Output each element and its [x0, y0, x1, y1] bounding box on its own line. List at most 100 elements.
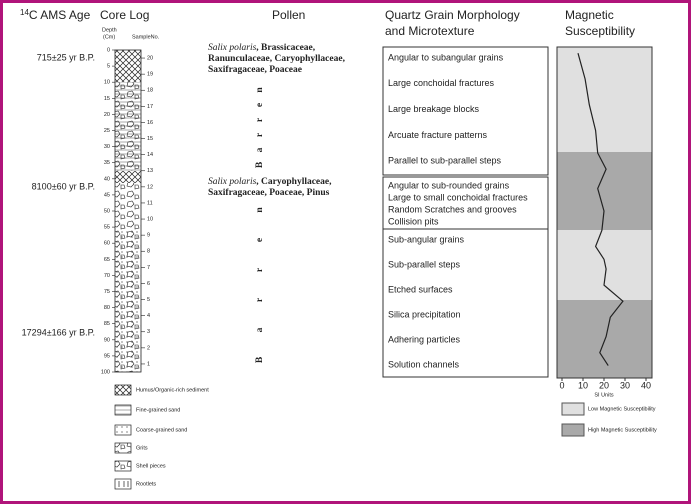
- age-label: 8100±60 yr B.P.: [32, 181, 95, 191]
- sample-label: 3: [147, 329, 150, 335]
- quartz-header: and Microtexture: [385, 24, 475, 38]
- barren-letter: B: [255, 356, 265, 363]
- x-tick-label: 0: [559, 380, 564, 390]
- high-band: [557, 300, 652, 378]
- depth-label: 25: [104, 128, 110, 134]
- legend-swatch: [561, 402, 585, 416]
- quartz-box: [382, 228, 549, 378]
- core-legend-icons: [114, 384, 132, 490]
- quartz-item: Sub-angular grains: [388, 234, 465, 244]
- quartz-item: Large to small conchoidal fractures: [388, 192, 528, 202]
- sample-label: 10: [147, 217, 153, 223]
- depth-label: 65: [104, 257, 110, 263]
- depth-label: 0: [107, 47, 110, 53]
- pollen-part: Ranunculaceae, Caryophyllaceae,: [208, 54, 346, 64]
- pollen-part: Saxifragaceae, Poaceae: [208, 65, 302, 75]
- sample-label: 13: [147, 168, 153, 174]
- x-tick-label: 30: [620, 380, 630, 390]
- low-band: [557, 230, 652, 300]
- sample-label: 5: [147, 297, 150, 303]
- barren-letter: a: [255, 327, 265, 332]
- age-header: 14C AMS Age: [20, 8, 91, 22]
- depth-label: 15: [104, 96, 110, 102]
- sample-label: 6: [147, 281, 150, 287]
- depth-label: (Cm): [103, 34, 115, 40]
- quartz-item: Large conchoidal fractures: [388, 78, 495, 88]
- age-label: 715±25 yr B.P.: [37, 52, 95, 62]
- pollen-part: , Caryophyllaceae,: [256, 177, 332, 187]
- x-axis-label: SI Units: [594, 392, 614, 398]
- depth-label: 80: [104, 305, 110, 311]
- sample-label: 19: [147, 72, 153, 78]
- barren-letter: r: [255, 297, 265, 302]
- core-legend-label: Fine-grained sand: [136, 407, 180, 413]
- pollen-header: Pollen: [272, 8, 305, 22]
- depth-label: Depth: [102, 27, 117, 33]
- core-legend-label: Humus/Organic-rich sediment: [136, 387, 209, 393]
- pollen-text: Saxifragaceae, Poaceae, Pinus: [208, 188, 330, 198]
- core-legend-label: Grits: [136, 445, 148, 451]
- sample-label: 17: [147, 104, 153, 110]
- pollen-part: , Brassicaceae,: [256, 43, 315, 53]
- legend-label: High Magnetic Susceptibility: [588, 427, 657, 433]
- quartz-item: Etched surfaces: [388, 284, 453, 294]
- x-tick-label: 10: [578, 380, 588, 390]
- sample-label: 11: [147, 200, 153, 206]
- magnetic-header: Magnetic: [565, 8, 614, 22]
- depth-label: 30: [104, 144, 110, 150]
- barren-letter: e: [255, 103, 265, 107]
- barren-letter: e: [255, 238, 265, 242]
- quartz-item: Adhering particles: [388, 334, 461, 344]
- sample-label: 12: [147, 184, 153, 190]
- depth-label: 35: [104, 160, 110, 166]
- pollen-part: Salix polaris: [208, 43, 257, 53]
- pollen-part: Salix polaris: [208, 177, 257, 187]
- magnetic-header: Susceptibility: [565, 24, 635, 38]
- depth-label: 85: [104, 321, 110, 327]
- sample-label: 14: [147, 152, 153, 158]
- sample-label: 16: [147, 120, 153, 126]
- x-tick-label: 40: [641, 380, 651, 390]
- depth-label: 90: [104, 337, 110, 343]
- depth-label: 5: [107, 64, 110, 70]
- sample-label: SampleNo.: [132, 34, 160, 40]
- core-legend-label: Shell pieces: [136, 463, 166, 469]
- legend-swatch: [561, 423, 585, 437]
- sample-label: 8: [147, 249, 150, 255]
- depth-label: 45: [104, 192, 110, 198]
- pollen-part: Saxifragaceae, Poaceae, Pinus: [208, 188, 330, 198]
- core-legend-label: Coarse-grained sand: [136, 427, 187, 433]
- sample-label: 7: [147, 265, 150, 271]
- quartz-item: Random Scratches and grooves: [388, 204, 517, 214]
- depth-label: 50: [104, 208, 110, 214]
- sample-label: 2: [147, 345, 150, 351]
- barren-letter: B: [255, 161, 265, 168]
- core-column: [114, 49, 142, 373]
- sample-label: 18: [147, 88, 153, 94]
- quartz-item: Sub-parallel steps: [388, 259, 461, 269]
- quartz-item: Angular to subangular grains: [388, 52, 504, 62]
- barren-letter: n: [255, 87, 265, 93]
- barren-letter: r: [255, 132, 265, 137]
- high-band: [557, 152, 652, 230]
- quartz-item: Large breakage blocks: [388, 104, 480, 114]
- susceptibility-line: [577, 53, 624, 366]
- quartz-item: Collision pits: [388, 216, 439, 226]
- depth-label: 20: [104, 112, 110, 118]
- pollen-text: Saxifragaceae, Poaceae: [208, 65, 302, 75]
- core-legend-label: Rootlets: [136, 481, 156, 487]
- depth-label: 10: [104, 80, 110, 86]
- pollen-text: Salix polaris, Caryophyllaceae,: [208, 177, 332, 187]
- depth-label: 60: [104, 241, 110, 247]
- pollen-text: Salix polaris, Brassicaceae,: [208, 43, 316, 53]
- barren-letter: r: [255, 117, 265, 122]
- sample-label: 20: [147, 56, 153, 62]
- depth-label: 95: [104, 353, 110, 359]
- sample-label: 9: [147, 233, 150, 239]
- sample-label: 1: [147, 361, 150, 367]
- depth-label: 100: [101, 369, 110, 375]
- barren-letter: a: [255, 147, 265, 152]
- quartz-header: Quartz Grain Morphology: [385, 8, 520, 22]
